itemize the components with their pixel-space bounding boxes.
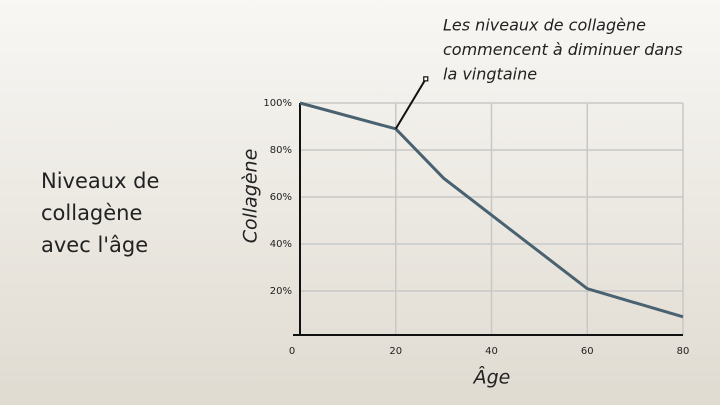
slide-title: Niveaux de collagène avec l'âge	[41, 169, 160, 257]
annotation-text: commencent à diminuer dans	[443, 40, 683, 59]
y-axis-label: Collagène	[240, 149, 262, 244]
annotation-text: la vingtaine	[443, 65, 537, 84]
x-tick-label: 40	[485, 346, 498, 357]
x-tick-label: 80	[677, 346, 690, 357]
data-line	[299, 101, 684, 319]
x-tick-label: 60	[581, 346, 594, 357]
y-tick-label: 20%	[270, 286, 292, 297]
annotation-marker	[423, 76, 429, 82]
annotation-text: Les niveaux de collagène	[443, 16, 646, 35]
y-tick-label: 100%	[263, 98, 292, 109]
y-tick-label: 60%	[270, 192, 292, 203]
y-tick-label: 80%	[270, 145, 292, 156]
y-tick-label: 40%	[270, 239, 292, 250]
x-tick-label: 0	[289, 346, 295, 357]
x-axis-label: Âge	[472, 366, 511, 389]
annotation-leader	[394, 78, 427, 130]
x-tick-label: 20	[389, 346, 402, 357]
